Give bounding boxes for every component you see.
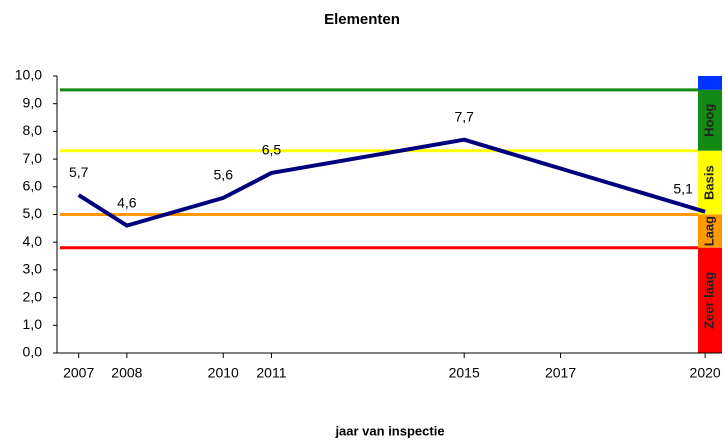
band-label: Zeer laag bbox=[701, 272, 716, 329]
x-tick-label: 2017 bbox=[545, 365, 576, 381]
y-tick-label: 0,0 bbox=[23, 344, 43, 360]
x-tick-label: 2011 bbox=[256, 365, 286, 381]
data-label: 5,6 bbox=[214, 167, 234, 183]
band-label: Laag bbox=[701, 216, 716, 246]
y-tick-label: 3,0 bbox=[23, 261, 43, 277]
band bbox=[698, 150, 722, 215]
y-tick-label: 7,0 bbox=[23, 150, 43, 166]
data-line bbox=[77, 137, 706, 228]
x-tick-label: 2020 bbox=[690, 365, 721, 381]
band-label: Hoog bbox=[701, 104, 716, 137]
y-tick-label: 4,0 bbox=[23, 233, 43, 249]
x-tick-label: 2007 bbox=[63, 365, 94, 381]
x-tick-label: 2008 bbox=[111, 365, 142, 381]
band bbox=[698, 76, 722, 90]
y-tick-label: 8,0 bbox=[23, 122, 43, 138]
x-tick-label: 2010 bbox=[208, 365, 239, 381]
y-tick-label: 2,0 bbox=[23, 288, 43, 304]
y-tick-label: 9,0 bbox=[23, 94, 43, 110]
data-label: 4,6 bbox=[117, 194, 137, 210]
y-tick-label: 6,0 bbox=[23, 178, 43, 194]
data-label: 5,1 bbox=[673, 180, 693, 196]
data-label: 5,7 bbox=[69, 164, 89, 180]
x-tick-label: 2015 bbox=[449, 365, 480, 381]
band-label: Basis bbox=[701, 165, 716, 200]
x-axis-label: jaar van inspectie bbox=[334, 423, 444, 438]
y-tick-label: 10,0 bbox=[15, 67, 42, 83]
chart-title: Elementen bbox=[324, 11, 400, 28]
y-tick-label: 1,0 bbox=[23, 316, 43, 332]
y-tick-label: 5,0 bbox=[23, 205, 43, 221]
band bbox=[698, 89, 722, 151]
band bbox=[698, 214, 722, 248]
data-label: 6,5 bbox=[262, 142, 282, 158]
band bbox=[698, 247, 722, 353]
data-label: 7,7 bbox=[454, 108, 474, 124]
